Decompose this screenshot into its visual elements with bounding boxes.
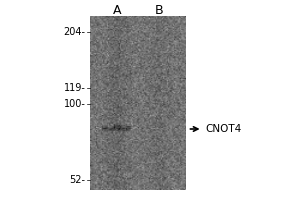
Text: 100-: 100- [64, 99, 86, 109]
Text: A: A [113, 3, 121, 17]
Text: 52-: 52- [70, 175, 86, 185]
Text: 204-: 204- [64, 27, 86, 37]
Text: CNOT4: CNOT4 [206, 124, 242, 134]
Text: 119-: 119- [64, 83, 86, 93]
Text: B: B [155, 3, 163, 17]
